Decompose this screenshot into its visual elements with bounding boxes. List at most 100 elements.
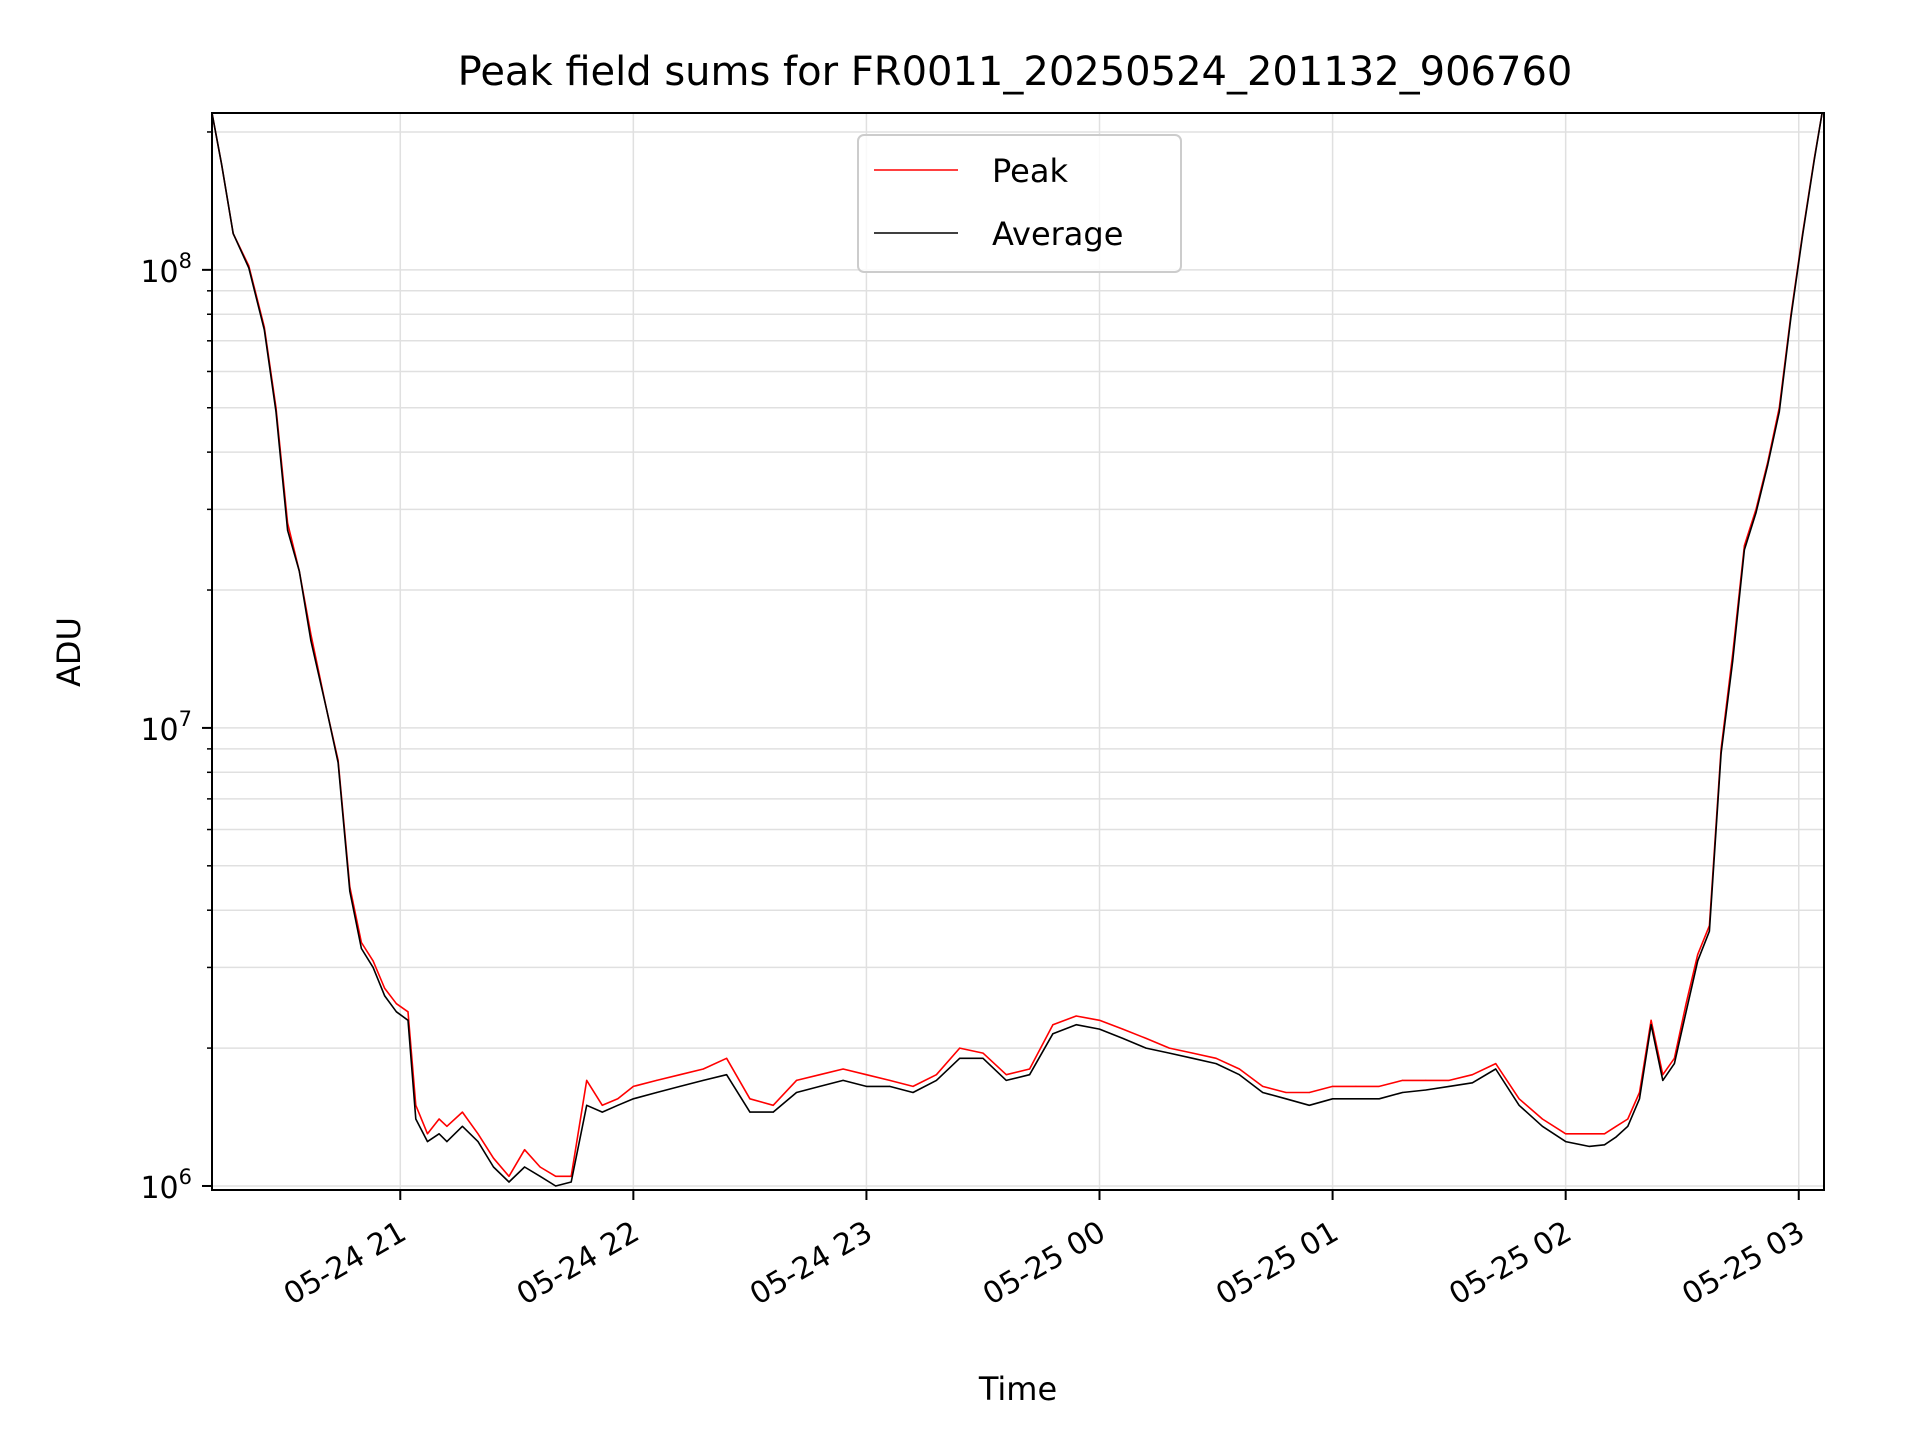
- data-point-average: [232, 233, 234, 235]
- data-point-average: [1650, 1024, 1652, 1026]
- y-tick-label: 106: [140, 1165, 192, 1206]
- data-point-average: [726, 1074, 728, 1076]
- data-point-average: [702, 1079, 704, 1081]
- data-point-peak: [679, 1074, 681, 1076]
- data-point-average: [982, 1057, 984, 1059]
- data-point-average: [1075, 1024, 1077, 1026]
- data-point-average: [959, 1057, 961, 1059]
- data-point-average: [586, 1104, 588, 1106]
- data-point-peak: [586, 1079, 588, 1081]
- data-point-average: [372, 966, 374, 969]
- data-point-average: [1401, 1091, 1404, 1094]
- data-point-average: [865, 1085, 868, 1087]
- data-point-peak: [1448, 1079, 1450, 1081]
- data-point-peak: [1495, 1063, 1497, 1065]
- data-point-peak: [360, 941, 362, 944]
- data-point-peak: [702, 1068, 704, 1070]
- series-layer: [211, 112, 1823, 1187]
- y-tick-label: 107: [140, 707, 192, 748]
- data-point-peak: [1401, 1079, 1404, 1081]
- data-point-average: [1565, 1141, 1567, 1143]
- data-point-average: [461, 1125, 463, 1127]
- data-point-average: [275, 411, 277, 413]
- data-point-average: [1638, 1098, 1641, 1100]
- legend-label-average: Average: [992, 215, 1123, 253]
- data-point-peak: [1005, 1074, 1007, 1076]
- data-point-average: [1029, 1074, 1031, 1076]
- data-point-average: [1262, 1091, 1264, 1094]
- data-point-average: [1627, 1125, 1629, 1127]
- data-point-average: [287, 529, 289, 531]
- data-point-average: [337, 762, 339, 764]
- data-point-peak: [1052, 1024, 1054, 1026]
- data-point-peak: [1029, 1068, 1031, 1070]
- data-point-average: [1052, 1033, 1054, 1035]
- data-point-peak: [601, 1104, 603, 1106]
- data-point-peak: [1122, 1028, 1124, 1030]
- data-point-peak: [865, 1074, 868, 1076]
- y-tick-label-exponent: 8: [179, 249, 192, 273]
- data-point-average: [1708, 930, 1710, 932]
- data-point-peak: [1662, 1074, 1664, 1076]
- data-point-peak: [492, 1157, 495, 1159]
- data-point-peak: [982, 1052, 984, 1054]
- data-point-average: [1685, 1011, 1687, 1013]
- data-point-average: [679, 1085, 681, 1087]
- data-point-average: [555, 1185, 557, 1187]
- data-point-peak: [461, 1111, 463, 1113]
- data-point-average: [1471, 1082, 1473, 1084]
- data-point-peak: [1378, 1085, 1380, 1087]
- data-point-peak: [1588, 1133, 1590, 1135]
- data-point-average: [426, 1141, 429, 1143]
- data-point-peak: [1285, 1091, 1287, 1094]
- data-point-average: [1603, 1144, 1606, 1146]
- data-point-peak: [426, 1133, 429, 1135]
- data-point-average: [912, 1091, 914, 1094]
- data-point-peak: [1565, 1133, 1567, 1135]
- data-point-peak: [959, 1047, 961, 1049]
- data-point-average: [407, 1019, 409, 1021]
- data-point-average: [1005, 1079, 1007, 1081]
- data-point-peak: [555, 1175, 557, 1177]
- data-point-average: [349, 890, 351, 892]
- data-point-average: [1673, 1063, 1675, 1065]
- data-point-peak: [842, 1068, 844, 1070]
- data-point-peak: [1518, 1098, 1520, 1100]
- data-point-peak: [1355, 1085, 1357, 1087]
- data-point-peak: [372, 960, 374, 962]
- data-point-peak: [1308, 1091, 1310, 1094]
- data-point-average: [1802, 234, 1804, 236]
- data-point-average: [395, 1011, 397, 1013]
- data-point-peak: [1192, 1052, 1194, 1054]
- data-point-average: [1732, 660, 1734, 662]
- data-point-peak: [1238, 1068, 1240, 1070]
- data-point-average: [1743, 549, 1745, 551]
- data-point-peak: [1743, 545, 1745, 547]
- data-point-average: [310, 640, 312, 642]
- data-point-average: [772, 1111, 774, 1113]
- data-point-peak: [407, 1011, 409, 1013]
- data-point-peak: [912, 1085, 914, 1087]
- data-point-peak: [1685, 1003, 1687, 1005]
- data-point-average: [325, 708, 328, 710]
- data-point-average: [384, 995, 386, 997]
- data-point-peak: [508, 1175, 510, 1177]
- data-point-average: [1192, 1057, 1194, 1059]
- y-tick-label-base: 10: [140, 1171, 178, 1206]
- data-point-peak: [524, 1149, 526, 1151]
- data-point-average: [1720, 752, 1722, 754]
- data-point-peak: [889, 1079, 891, 1081]
- data-point-average: [1378, 1098, 1380, 1100]
- series-line-peak: [211, 112, 1823, 1178]
- data-point-average: [524, 1166, 526, 1168]
- y-tick-label-exponent: 7: [179, 707, 192, 731]
- data-point-peak: [726, 1057, 728, 1059]
- data-point-average: [508, 1181, 510, 1183]
- data-point-average: [1168, 1052, 1170, 1054]
- data-point-average: [446, 1141, 448, 1143]
- data-point-average: [601, 1111, 603, 1113]
- data-point-peak: [477, 1133, 479, 1135]
- data-point-peak: [935, 1074, 938, 1076]
- series-line-average: [211, 112, 1823, 1187]
